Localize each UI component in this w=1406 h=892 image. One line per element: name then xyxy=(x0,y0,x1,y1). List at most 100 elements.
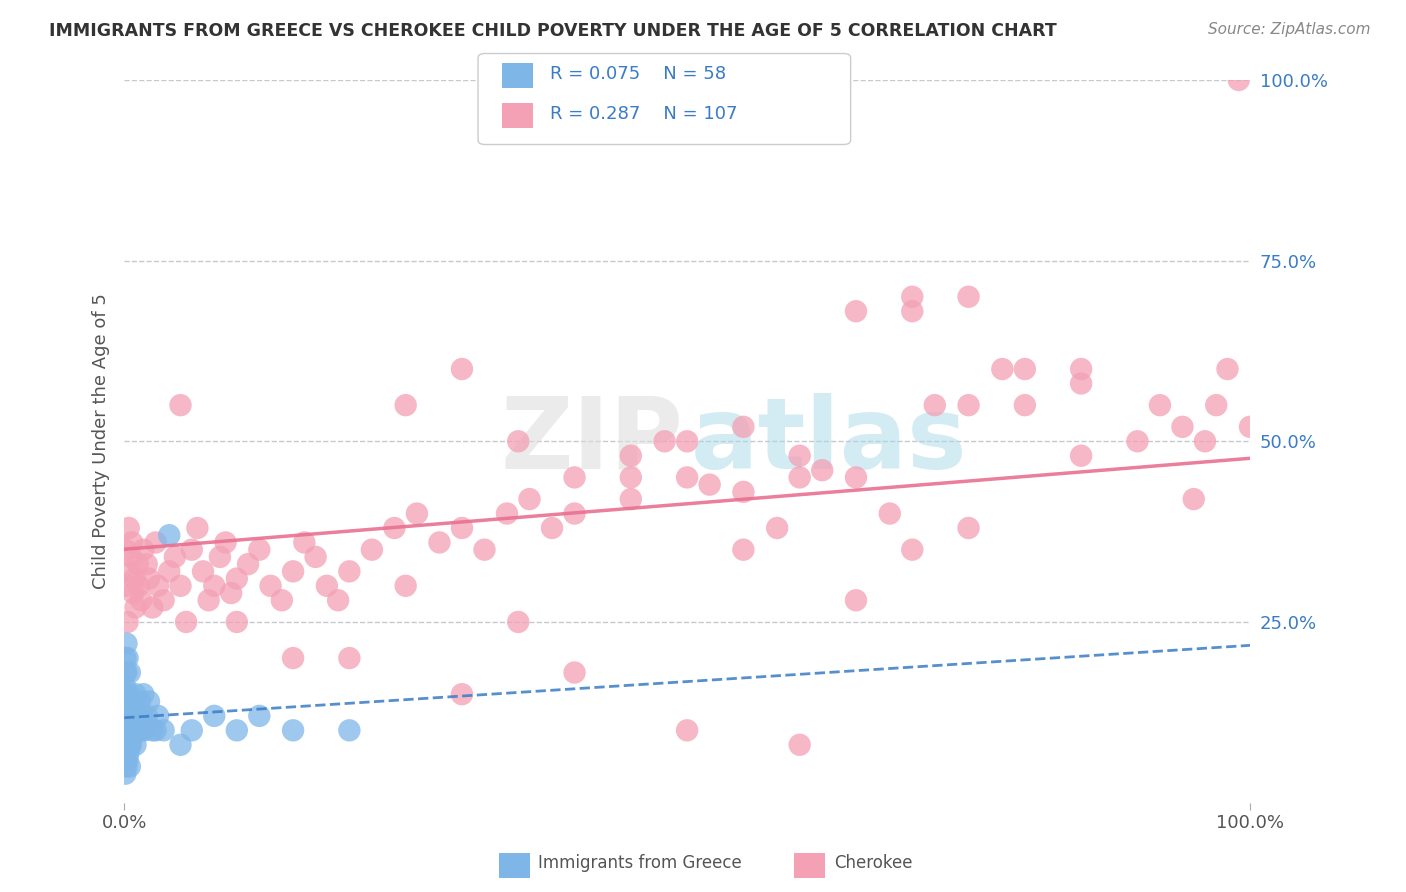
Point xyxy=(117,709,139,723)
Point xyxy=(304,549,326,564)
Point xyxy=(879,507,901,521)
Point xyxy=(117,615,139,629)
Point xyxy=(152,593,174,607)
Point xyxy=(789,470,811,484)
Point xyxy=(180,542,202,557)
Point xyxy=(145,723,167,738)
Point xyxy=(236,557,259,571)
Point xyxy=(1227,73,1250,87)
Point xyxy=(991,362,1014,376)
Point xyxy=(129,694,152,708)
Point xyxy=(191,565,214,579)
Point xyxy=(247,709,270,723)
Point xyxy=(620,470,643,484)
Point xyxy=(141,723,163,738)
Point xyxy=(845,470,868,484)
Point xyxy=(259,579,281,593)
Point xyxy=(395,579,418,593)
Point xyxy=(124,709,146,723)
Point xyxy=(122,586,145,600)
Point xyxy=(208,549,231,564)
Point xyxy=(118,738,141,752)
Point xyxy=(901,290,924,304)
Point xyxy=(118,759,141,773)
Text: Source: ZipAtlas.com: Source: ZipAtlas.com xyxy=(1208,22,1371,37)
Point xyxy=(474,542,496,557)
Point xyxy=(564,665,586,680)
Point xyxy=(225,723,247,738)
Point xyxy=(124,738,146,752)
Point xyxy=(901,542,924,557)
Point xyxy=(118,694,141,708)
Point xyxy=(131,709,153,723)
Text: ZIP: ZIP xyxy=(501,392,683,490)
Point xyxy=(620,449,643,463)
Point xyxy=(654,434,676,449)
Point xyxy=(496,507,519,521)
Point xyxy=(114,738,136,752)
Point xyxy=(197,593,219,607)
Point xyxy=(564,507,586,521)
Point xyxy=(169,398,191,412)
Point xyxy=(508,434,530,449)
Point xyxy=(519,492,541,507)
Point xyxy=(789,449,811,463)
Point xyxy=(247,542,270,557)
Point xyxy=(121,731,143,745)
Point xyxy=(1126,434,1149,449)
Point xyxy=(186,521,208,535)
Point xyxy=(508,615,530,629)
Point xyxy=(315,579,337,593)
Point xyxy=(270,593,292,607)
Point xyxy=(115,738,138,752)
Point xyxy=(845,593,868,607)
Point xyxy=(845,304,868,318)
Point xyxy=(157,565,180,579)
Point xyxy=(676,470,699,484)
Point xyxy=(118,665,141,680)
Point xyxy=(676,723,699,738)
Point xyxy=(115,723,138,738)
Point xyxy=(115,759,138,773)
Point xyxy=(118,723,141,738)
Point xyxy=(117,687,139,701)
Point xyxy=(138,572,160,586)
Point xyxy=(337,565,360,579)
Point xyxy=(292,535,315,549)
Point xyxy=(163,549,186,564)
Point xyxy=(128,709,150,723)
Point xyxy=(132,542,155,557)
Point xyxy=(1149,398,1171,412)
Point xyxy=(117,738,139,752)
Point xyxy=(957,398,980,412)
Text: atlas: atlas xyxy=(690,392,967,490)
Point xyxy=(326,593,349,607)
Point xyxy=(1070,376,1092,391)
Point xyxy=(202,579,225,593)
Point xyxy=(1194,434,1216,449)
Point xyxy=(121,701,143,715)
Point xyxy=(117,752,139,766)
Point xyxy=(115,637,138,651)
Point xyxy=(114,709,136,723)
Point xyxy=(766,521,789,535)
Point xyxy=(541,521,564,535)
Point xyxy=(924,398,946,412)
Point xyxy=(957,521,980,535)
Point xyxy=(957,290,980,304)
Point xyxy=(118,565,141,579)
Point xyxy=(1205,398,1227,412)
Point xyxy=(1014,362,1036,376)
Point xyxy=(146,579,169,593)
Point xyxy=(117,651,139,665)
Point xyxy=(281,651,304,665)
Point xyxy=(699,477,721,491)
Point xyxy=(157,528,180,542)
Point xyxy=(122,723,145,738)
Point xyxy=(901,304,924,318)
Point xyxy=(127,723,149,738)
Text: R = 0.075    N = 58: R = 0.075 N = 58 xyxy=(550,65,725,83)
Point xyxy=(135,709,157,723)
Point xyxy=(118,521,141,535)
Point xyxy=(733,542,755,557)
